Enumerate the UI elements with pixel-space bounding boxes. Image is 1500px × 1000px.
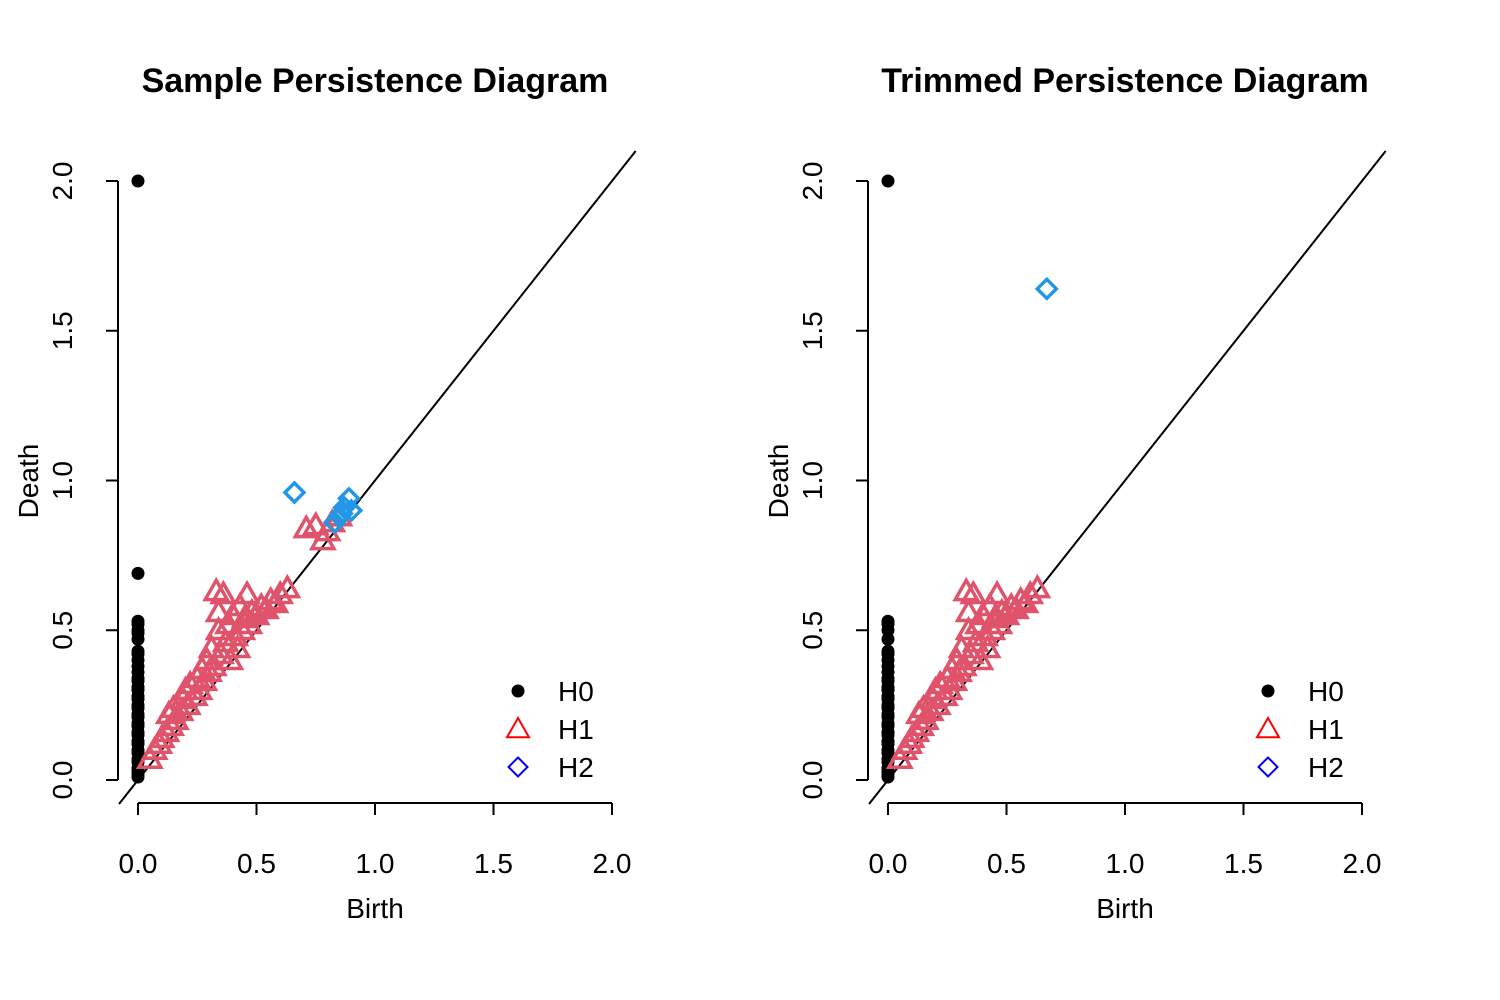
h1-point (166, 696, 195, 722)
legend-marker-h1 (1255, 715, 1281, 739)
series-h2 (1034, 276, 1059, 301)
diagonal-line (868, 150, 1387, 805)
series-h0 (131, 174, 145, 784)
h1-point (292, 513, 321, 539)
y-tick-label: 0.5 (47, 611, 78, 650)
h1-point (273, 573, 302, 599)
h2-point (336, 486, 361, 511)
x-axis-label: Birth (1096, 893, 1154, 924)
h0-point (131, 770, 145, 784)
h2-point (1034, 276, 1059, 301)
h0-point (131, 632, 145, 646)
x-tick-label: 0.0 (119, 848, 158, 879)
sample-persistence-panel: Sample Persistence Diagram Birth Death 0… (13, 62, 637, 924)
legend-label-h0: H0 (1308, 676, 1344, 707)
h0-point (881, 174, 895, 188)
x-tick-label: 0.5 (987, 848, 1026, 879)
series-h0 (881, 174, 895, 784)
h1-point (959, 579, 988, 605)
h1-point (978, 615, 1007, 641)
series-h2 (282, 480, 364, 535)
h1-point (228, 615, 257, 641)
h1-point (256, 585, 285, 611)
legend-marker-h0 (511, 684, 525, 698)
h0-point (881, 632, 895, 646)
y-tick-label: 1.0 (47, 461, 78, 500)
series-h1 (885, 573, 1052, 770)
h1-point (952, 576, 981, 602)
legend-marker-h2 (1257, 756, 1279, 778)
h0-point (131, 566, 145, 580)
x-tick-label: 2.0 (593, 848, 632, 879)
h2-point (322, 510, 347, 535)
legend: H0 H1 H2 (1255, 676, 1344, 783)
h0-point (881, 770, 895, 784)
h1-point (202, 576, 231, 602)
h1-point (961, 627, 990, 653)
h1-point (216, 645, 245, 671)
legend: H0 H1 H2 (505, 676, 594, 783)
diagonal-line (118, 150, 637, 805)
h1-point (223, 633, 252, 659)
h0-point (881, 623, 895, 637)
legend-label-h0: H0 (558, 676, 594, 707)
h1-point (1023, 573, 1052, 599)
h1-point (199, 651, 228, 677)
h1-point (266, 579, 295, 605)
x-tick-label: 2.0 (1343, 848, 1382, 879)
h1-point (1016, 579, 1045, 605)
h1-point (209, 579, 238, 605)
y-tick-label: 0.5 (797, 611, 828, 650)
chart-title: Trimmed Persistence Diagram (881, 62, 1369, 100)
h2-point (339, 498, 364, 523)
y-tick-label: 2.0 (797, 162, 828, 201)
y-tick-label: 0.0 (797, 761, 828, 800)
legend-label-h2: H2 (558, 752, 594, 783)
h1-point (916, 696, 945, 722)
legend-label-h1: H1 (558, 714, 594, 745)
h1-point (973, 633, 1002, 659)
trimmed-persistence-panel: Trimmed Persistence Diagram Birth Death … (763, 62, 1387, 924)
h1-point (301, 510, 330, 536)
chart-title: Sample Persistence Diagram (142, 62, 609, 100)
y-tick-label: 0.0 (47, 761, 78, 800)
legend-marker-h1 (505, 715, 531, 739)
legend-label-h1: H1 (1308, 714, 1344, 745)
legend-label-h2: H2 (1308, 752, 1344, 783)
x-tick-label: 0.5 (237, 848, 276, 879)
y-tick-label: 1.5 (797, 311, 828, 350)
h1-point (954, 615, 983, 641)
y-tick-label: 2.0 (47, 162, 78, 201)
y-tick-label: 1.5 (47, 311, 78, 350)
x-tick-label: 1.0 (1106, 848, 1145, 879)
x-tick-label: 0.0 (869, 848, 908, 879)
h1-point (983, 579, 1012, 605)
h1-point (233, 579, 262, 605)
h1-point (966, 645, 995, 671)
x-tick-label: 1.5 (1224, 848, 1263, 879)
h2-point (282, 480, 307, 505)
x-tick-label: 1.5 (474, 848, 513, 879)
h1-point (949, 651, 978, 677)
legend-marker-h2 (507, 756, 529, 778)
x-tick-label: 1.0 (356, 848, 395, 879)
legend-marker-h0 (1261, 684, 1275, 698)
series-h1 (135, 501, 354, 770)
h1-point (1006, 585, 1035, 611)
h1-point (204, 615, 233, 641)
y-tick-label: 1.0 (797, 461, 828, 500)
y-axis-label: Death (13, 444, 44, 519)
h0-point (131, 174, 145, 188)
y-axis-label: Death (763, 444, 794, 519)
x-axis-label: Birth (346, 893, 404, 924)
h1-point (211, 627, 240, 653)
